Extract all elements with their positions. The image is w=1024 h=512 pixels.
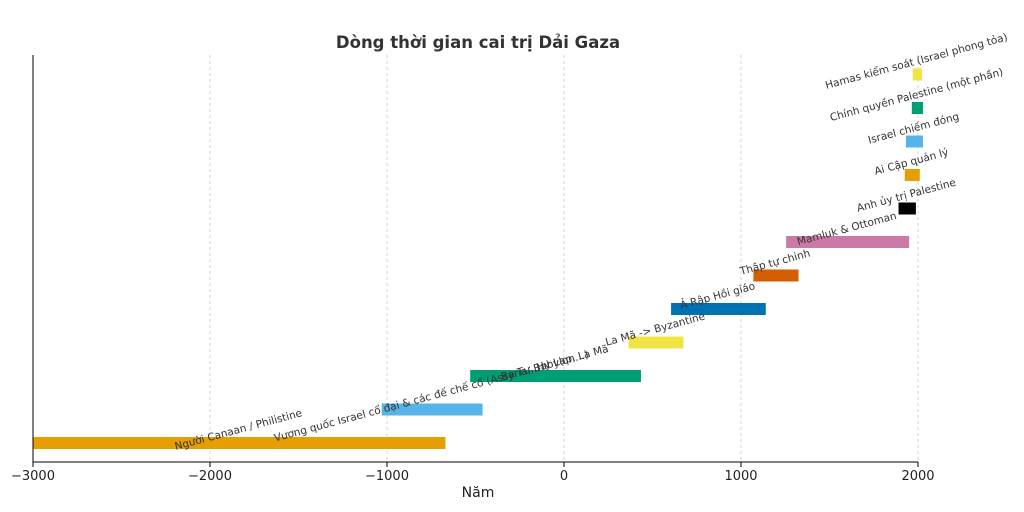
timeline-bar [786, 236, 910, 248]
timeline-bar [905, 135, 923, 148]
x-tick-label: −1000 [365, 469, 409, 484]
x-tick-label: −2000 [188, 469, 232, 484]
x-axis-label: Năm [462, 485, 495, 501]
x-tick-label: −3000 [11, 469, 55, 484]
x-tick-label: 0 [560, 469, 568, 484]
timeline-bar [470, 370, 641, 382]
x-tick-label: 2000 [901, 469, 934, 484]
timeline-bar [898, 202, 916, 215]
grid-layer [209, 55, 919, 462]
timeline-bar [911, 102, 923, 114]
timeline-bar [381, 403, 483, 416]
timeline-bar [904, 169, 920, 181]
timeline-bar [628, 336, 684, 349]
x-tick-layer: −3000 −2000 −1000 0 1000 2000 [11, 462, 935, 484]
timeline-bar [753, 269, 799, 282]
timeline-bar [912, 68, 922, 81]
chart-title: Dòng thời gian cai trị Dải Gaza [336, 33, 620, 52]
bar-layer [33, 68, 923, 449]
x-tick-label: 1000 [724, 469, 757, 484]
timeline-bar [33, 437, 446, 449]
timeline-bar [671, 303, 766, 315]
